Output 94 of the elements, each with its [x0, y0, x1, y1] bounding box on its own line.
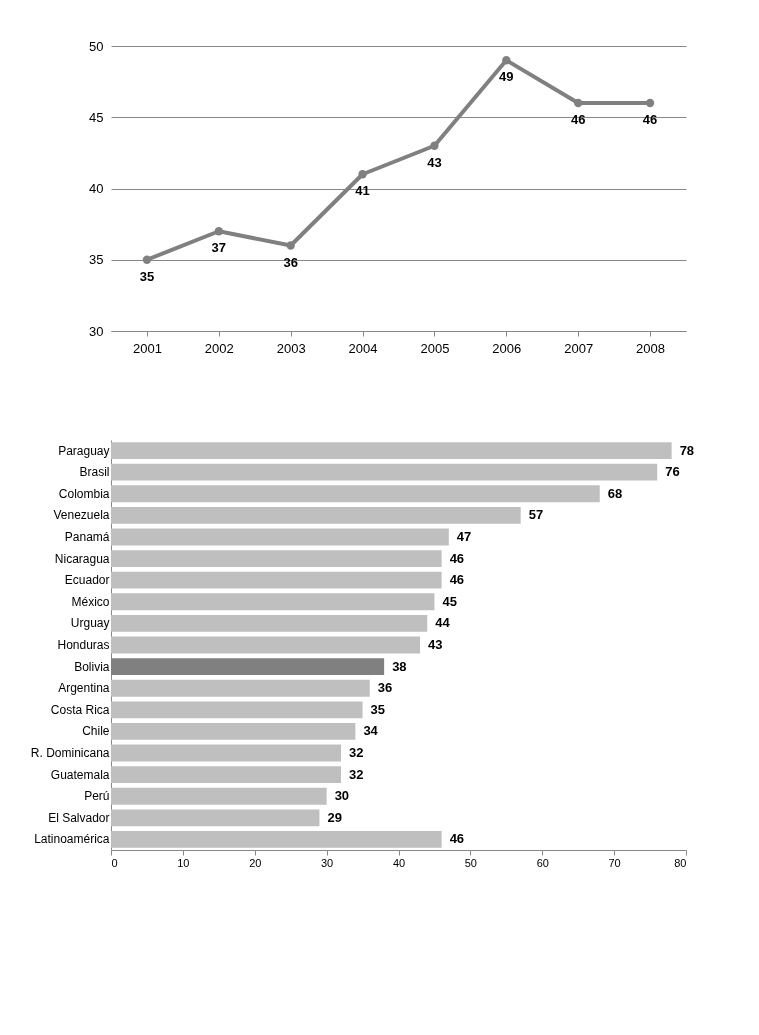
bar	[111, 744, 341, 762]
y-tick-label: Chile	[82, 724, 110, 739]
data-label: 76	[665, 464, 680, 480]
data-label: 46	[642, 112, 658, 127]
data-label: 46	[570, 112, 586, 127]
y-tick-label: Colombia	[58, 486, 110, 501]
data-label: 30	[334, 788, 350, 804]
data-label: 32	[349, 745, 364, 761]
y-tick-label: 45	[89, 109, 104, 125]
data-label: 46	[449, 572, 465, 588]
x-tick-label: 60	[536, 856, 549, 869]
y-tick-label: Costa Rica	[50, 702, 110, 717]
bar	[111, 550, 442, 568]
data-label: 46	[449, 831, 465, 847]
x-tick-label: 2001	[132, 340, 162, 356]
y-tick-label: Latinoamérica	[34, 832, 110, 847]
bar	[111, 442, 672, 460]
y-tick-label: R. Dominicana	[30, 746, 110, 761]
point	[574, 98, 583, 108]
data-label: 34	[363, 723, 379, 739]
data-label: 43	[427, 154, 442, 170]
data-label: 46	[449, 550, 465, 566]
data-label: 35	[139, 268, 155, 284]
y-tick-label: 50	[89, 38, 104, 54]
bar	[111, 506, 521, 524]
data-label: 57	[528, 507, 544, 523]
y-tick-label: Honduras	[57, 638, 110, 652]
y-tick-label: Perú	[84, 789, 110, 804]
point	[286, 241, 295, 250]
bar	[111, 722, 356, 740]
y-tick-label: Bolivia	[74, 659, 110, 674]
bar	[111, 571, 442, 589]
point	[358, 170, 367, 179]
y-tick-label: Venezuela	[53, 508, 110, 523]
y-tick-label: Panamá	[64, 529, 110, 544]
data-label: 32	[349, 766, 364, 782]
x-tick-label: 20	[249, 856, 262, 869]
data-label: 68	[607, 485, 623, 501]
data-label: 45	[442, 593, 457, 609]
point	[645, 98, 655, 108]
bar	[111, 679, 370, 697]
bar	[111, 463, 658, 481]
bar	[111, 614, 428, 632]
y-tick-label: México	[71, 594, 110, 609]
x-tick-label: 2008	[636, 340, 666, 356]
y-tick-label: Brasil	[79, 465, 110, 480]
x-tick-label: 50	[464, 856, 477, 869]
x-tick-label: 2004	[348, 340, 378, 356]
bar	[111, 528, 449, 546]
x-tick-label: 80	[674, 856, 687, 869]
point	[502, 56, 511, 65]
bar	[111, 485, 600, 503]
y-tick-label: Urguay	[70, 616, 110, 631]
bar	[111, 809, 320, 827]
x-tick-label: 2003	[276, 340, 306, 356]
x-tick-label: 0	[111, 856, 118, 869]
bar	[111, 830, 442, 848]
data-label: 43	[428, 637, 443, 652]
data-label: 41	[355, 183, 370, 199]
x-tick-label: 40	[392, 856, 406, 869]
x-tick-label: 2005	[420, 340, 450, 356]
y-tick-label: 30	[89, 323, 104, 339]
point	[142, 255, 152, 264]
bar	[111, 593, 435, 611]
x-tick-label: 70	[608, 856, 621, 869]
data-label: 36	[283, 254, 298, 270]
y-tick-label: Paraguay	[58, 443, 110, 458]
bar	[111, 787, 327, 805]
y-tick-label: Argentina	[58, 681, 110, 696]
data-label: 49	[499, 69, 514, 85]
point	[214, 227, 223, 236]
x-tick-label: 10	[177, 856, 190, 869]
data-label: 35	[370, 701, 386, 717]
data-label: 38	[392, 658, 407, 674]
x-tick-label: 2006	[492, 340, 522, 356]
y-tick-label: Nicaragua	[54, 551, 110, 566]
bar	[111, 766, 341, 784]
y-tick-label: 40	[89, 181, 104, 196]
y-tick-label: Guatemala	[50, 767, 110, 782]
x-tick-label: 30	[321, 856, 334, 869]
data-label: 36	[377, 680, 393, 696]
bar	[111, 636, 421, 654]
y-tick-label: El Salvador	[48, 810, 110, 825]
data-label: 29	[327, 809, 342, 825]
data-label: 78	[679, 442, 695, 458]
y-tick-label: Ecuador	[64, 573, 110, 588]
bar	[111, 701, 363, 719]
data-label: 44	[435, 615, 451, 631]
x-tick-label: 2007	[564, 340, 594, 356]
y-tick-label: 35	[89, 252, 104, 268]
data-label: 47	[456, 528, 472, 544]
x-tick-label: 2002	[204, 340, 234, 356]
point	[430, 141, 439, 150]
data-label: 37	[211, 240, 227, 256]
